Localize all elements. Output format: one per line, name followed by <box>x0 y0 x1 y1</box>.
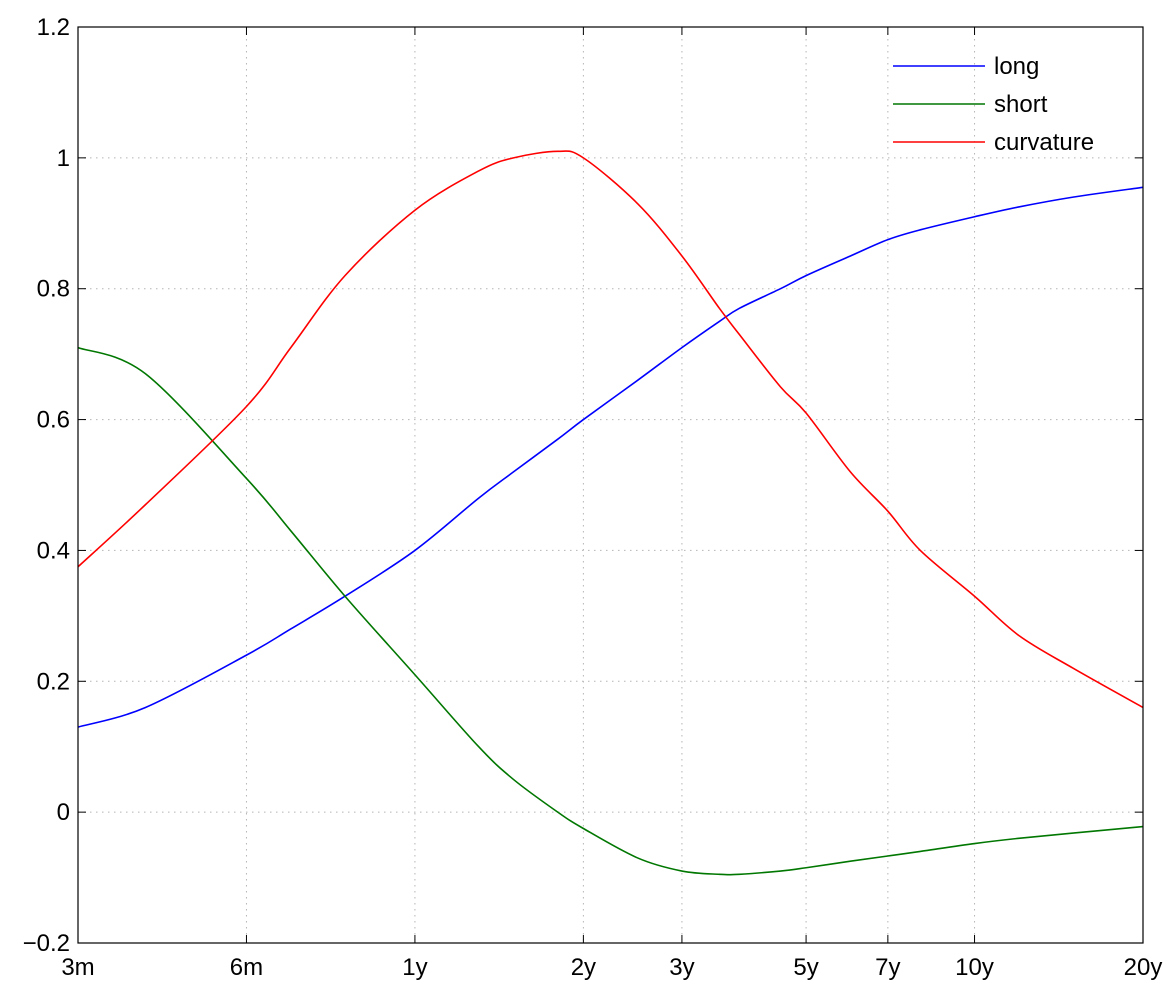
legend-label-curvature: curvature <box>994 129 1094 156</box>
x-tick-label: 3m <box>61 954 94 981</box>
legend-label-long: long <box>994 53 1039 80</box>
x-tick-label: 10y <box>955 954 994 981</box>
axis-ticks <box>77 26 1144 944</box>
plot-series <box>77 150 1144 876</box>
x-tick-label: 5y <box>793 954 818 981</box>
legend: long short curvature <box>893 53 1094 156</box>
y-tick-label: 0.2 <box>37 668 70 695</box>
y-tick-label: 0.6 <box>37 407 70 434</box>
series-line-curvature <box>77 150 1144 709</box>
x-tick-label: 1y <box>402 954 427 981</box>
y-tick-label: 1.2 <box>37 14 70 41</box>
x-tick-label: 2y <box>571 954 596 981</box>
x-tick-label: 20y <box>1124 954 1163 981</box>
legend-label-short: short <box>994 91 1048 118</box>
x-tick-label: 7y <box>875 954 900 981</box>
x-axis-tick-labels: 3m 6m 1y 2y 3y 5y 7y 10y 20y <box>61 954 1162 981</box>
plot-frame <box>77 26 1144 944</box>
y-tick-label: 0 <box>57 799 70 826</box>
x-tick-label: 6m <box>230 954 263 981</box>
series-line-short <box>77 346 1144 876</box>
y-tick-label: 0.8 <box>37 276 70 303</box>
y-axis-tick-labels: −0.2 0 0.2 0.4 0.6 0.8 1 1.2 <box>23 14 70 957</box>
y-tick-label: 1 <box>57 145 70 172</box>
grid <box>78 27 1143 943</box>
series-line-long <box>77 186 1144 728</box>
y-tick-label: 0.4 <box>37 537 70 564</box>
x-tick-label: 3y <box>669 954 694 981</box>
y-tick-label: −0.2 <box>23 930 70 957</box>
